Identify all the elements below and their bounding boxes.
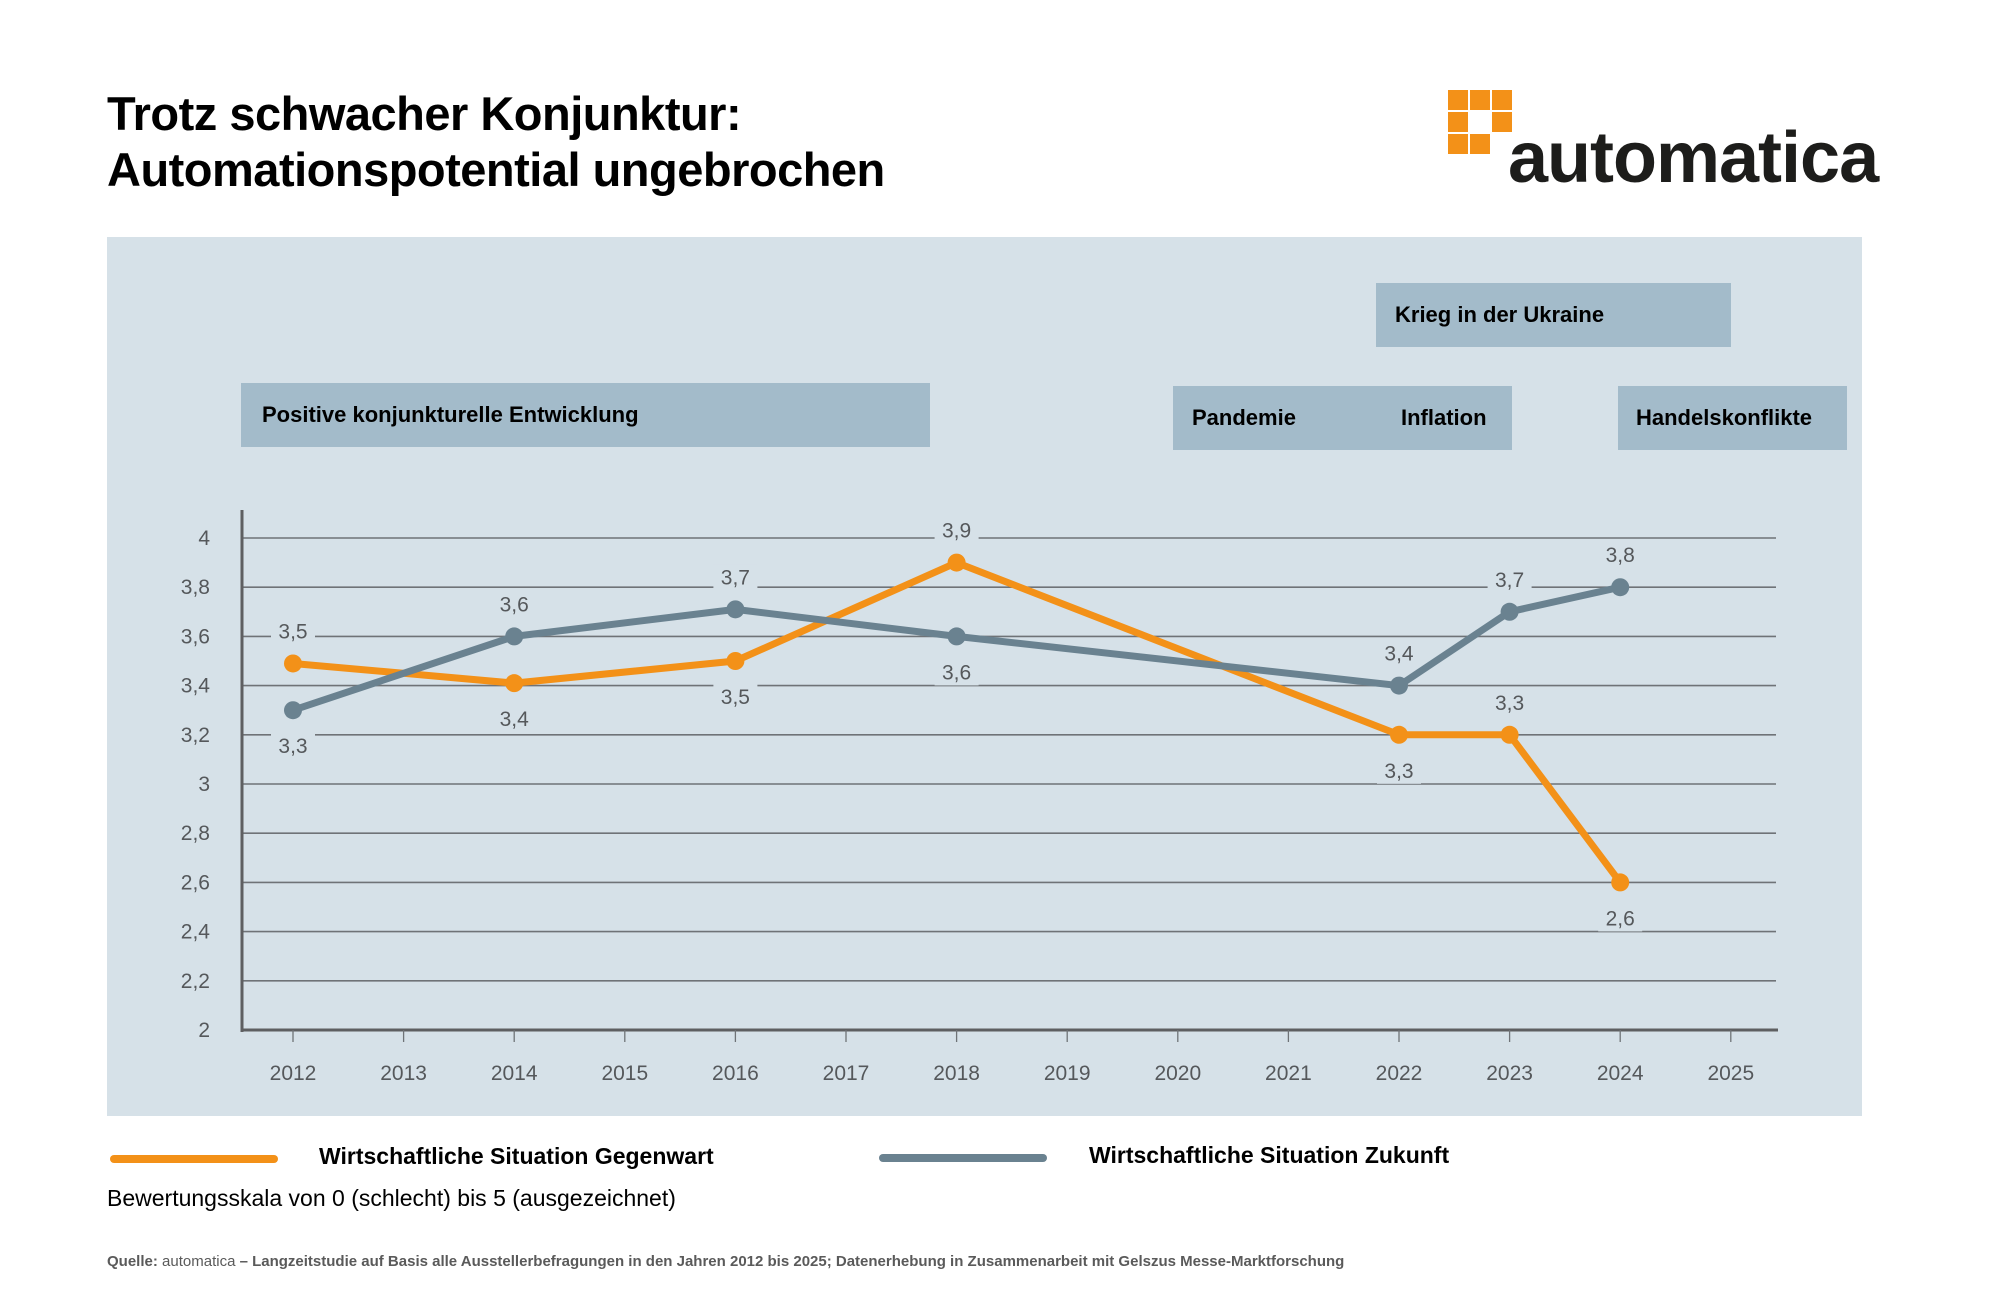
data-label: 3,6: [942, 661, 971, 684]
data-label-bg: [713, 684, 758, 710]
data-label: 3,3: [1495, 692, 1524, 715]
y-tick-label: 2,8: [181, 822, 210, 845]
logo-wordmark: automatica: [1508, 118, 1879, 198]
series-line-gegenwart: [292, 559, 1624, 885]
data-point-marker: [726, 652, 745, 670]
x-tick-label: 2019: [1044, 1062, 1091, 1085]
page-title: Trotz schwacher Konjunktur: Automationsp…: [107, 86, 885, 198]
data-point-marker: [1500, 725, 1519, 744]
source-text: – Langzeitstudie auf Basis alle Ausstell…: [235, 1253, 1345, 1270]
data-label-bg: [271, 733, 315, 760]
data-point-marker: [1611, 873, 1630, 892]
x-tick-label: 2024: [1597, 1062, 1644, 1085]
x-tick-label: 2013: [380, 1062, 427, 1085]
data-label-bg: [492, 591, 537, 618]
x-tick-label: 2025: [1707, 1062, 1754, 1085]
data-label: 3,5: [278, 620, 307, 643]
y-tick-label: 2,4: [181, 921, 211, 944]
scale-note: Bewertungsskala von 0 (schlecht) bis 5 (…: [107, 1185, 676, 1211]
x-tick-label: 2014: [491, 1062, 538, 1085]
x-tick-label: 2021: [1265, 1062, 1312, 1085]
y-tick-label: 3,2: [181, 724, 210, 747]
data-point-marker: [1390, 676, 1408, 695]
x-tick-label: 2020: [1154, 1062, 1201, 1085]
data-label-bg: [1487, 566, 1532, 593]
x-tick-label: 2012: [270, 1062, 317, 1085]
data-label: 3,7: [1495, 569, 1524, 592]
y-tick-label: 3,8: [181, 576, 210, 599]
data-label: 3,5: [721, 686, 750, 709]
source-note: Quelle: automatica – Langzeitstudie auf …: [107, 1253, 1344, 1270]
data-point-marker: [1390, 725, 1408, 744]
data-label: 3,8: [1606, 544, 1635, 567]
event-label-pandemie: Pandemie: [1192, 405, 1296, 430]
legend-label-zukunft: Wirtschaftliche Situation Zukunft: [1089, 1142, 1450, 1168]
data-point-marker: [284, 701, 302, 720]
data-label: 3,9: [942, 520, 971, 543]
data-label-bg: [934, 659, 979, 686]
event-box-ukraine: Krieg in der Ukraine: [1376, 283, 1731, 347]
y-tick-label: 3,4: [181, 675, 211, 698]
data-label-bg: [1377, 757, 1421, 784]
data-label-bg: [271, 618, 315, 645]
data-point-marker: [505, 627, 524, 646]
data-label-bg: [1487, 689, 1532, 716]
event-label: Krieg in der Ukraine: [1395, 302, 1605, 327]
source-label: Quelle:: [107, 1253, 158, 1270]
data-label: 2,6: [1606, 907, 1635, 930]
data-label-bg: [492, 706, 537, 733]
data-label-bg: [713, 564, 758, 591]
data-label: 3,7: [721, 566, 750, 589]
x-tick-label: 2015: [601, 1062, 648, 1085]
event-label-inflation: Inflation: [1401, 405, 1487, 430]
event-label: Handelskonflikte: [1636, 405, 1813, 430]
data-point-marker: [505, 674, 524, 693]
data-point-marker: [947, 627, 966, 646]
automatica-logo: automatica: [1448, 90, 1888, 198]
y-tick-label: 2,6: [181, 871, 210, 894]
x-tick-label: 2016: [712, 1062, 759, 1085]
event-box-handelskonflikte: Handelskonflikte: [1618, 386, 1847, 450]
data-label: 3,3: [278, 735, 307, 758]
x-tick-label: 2018: [933, 1062, 980, 1085]
series-line-zukunft: [291, 583, 1621, 714]
legend-swatch-zukunft: [879, 1154, 1047, 1162]
y-tick-label: 2,2: [181, 970, 210, 993]
data-label-bg: [1598, 542, 1643, 569]
title-line-2: Automationspotential ungebrochen: [107, 143, 885, 196]
data-label-bg: [1598, 905, 1643, 932]
x-tick-label: 2017: [823, 1062, 870, 1085]
data-label: 3,4: [500, 708, 530, 731]
source-org: automatica: [162, 1253, 236, 1270]
data-label-bg: [934, 517, 979, 544]
data-point-marker: [1611, 578, 1630, 597]
data-point-marker: [284, 654, 302, 673]
y-tick-label: 4: [198, 527, 210, 550]
y-tick-label: 3: [198, 773, 210, 796]
data-point-marker: [1500, 602, 1519, 621]
legend-label-gegenwart: Wirtschaftliche Situation Gegenwart: [319, 1143, 714, 1169]
y-tick-label: 2: [198, 1019, 210, 1042]
data-label-bg: [1377, 640, 1421, 667]
y-tick-label: 3,6: [181, 625, 210, 648]
x-tick-label: 2023: [1486, 1062, 1533, 1085]
legend-swatch-gegenwart: [110, 1155, 278, 1163]
title-line-1: Trotz schwacher Konjunktur:: [107, 87, 742, 140]
data-point-marker: [947, 553, 966, 572]
x-tick-label: 2022: [1376, 1062, 1423, 1085]
event-label: Positive konjunkturelle Entwicklung: [262, 402, 639, 427]
event-box-pandemie-inflation: Pandemie Inflation: [1173, 386, 1512, 450]
event-box-positive: Positive konjunkturelle Entwicklung: [241, 383, 930, 447]
data-point-marker: [726, 600, 745, 619]
data-label: 3,4: [1384, 643, 1414, 666]
data-label: 3,6: [500, 593, 529, 616]
data-label: 3,3: [1384, 760, 1413, 783]
